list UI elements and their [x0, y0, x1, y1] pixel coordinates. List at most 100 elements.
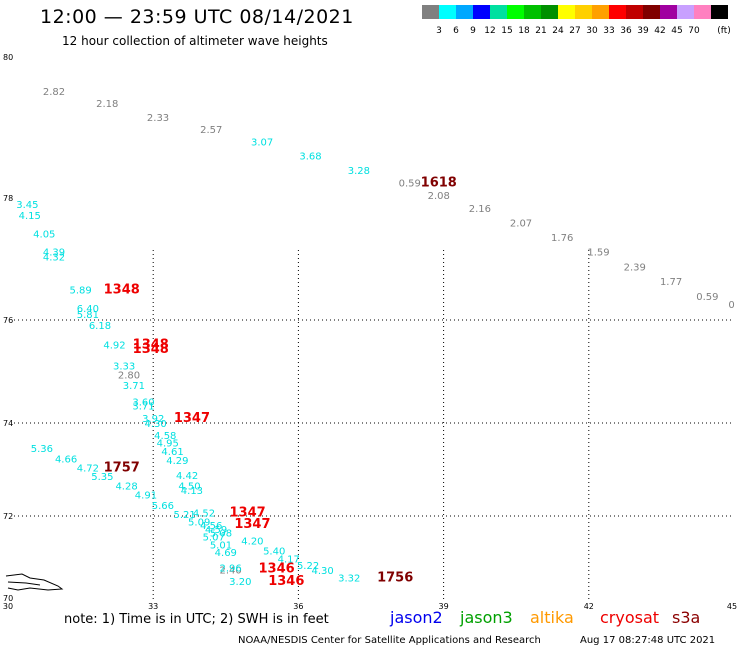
- wave-height-label: 1.59: [587, 248, 609, 259]
- legend-swatch: [439, 5, 456, 19]
- wave-height-label: 4.91: [135, 491, 157, 502]
- legend-swatch: [592, 5, 609, 19]
- lat-lon-grid: [14, 250, 734, 600]
- longitude-label: 30: [3, 602, 13, 611]
- footer-note: note: 1) Time is in UTC; 2) SWH is in fe…: [64, 612, 329, 627]
- legend-label: 33: [603, 26, 615, 36]
- wave-height-label: 3.60: [132, 397, 154, 408]
- wave-height-label: 4.58: [154, 431, 176, 442]
- legend-swatch: [541, 5, 558, 19]
- wave-height-label: 3.32: [338, 574, 360, 585]
- wave-height-label: 3.45: [16, 200, 38, 211]
- wave-height-label: 3.20: [229, 577, 251, 588]
- legend-swatch: [456, 5, 473, 19]
- wave-height-label: 5.08: [210, 528, 232, 539]
- legend-label: 39: [637, 26, 649, 36]
- wave-height-label: 5.07: [203, 533, 225, 544]
- wave-height-label: 0.59: [696, 292, 718, 303]
- wave-height-label: 1.77: [660, 277, 682, 288]
- mission-jason2: jason2: [390, 608, 443, 627]
- mission-jason3: jason3: [460, 608, 513, 627]
- wave-height-label: 5.01: [210, 541, 232, 552]
- legend-label: 30: [586, 26, 598, 36]
- legend-swatch: [609, 5, 626, 19]
- legend-swatch: [711, 5, 728, 19]
- pass-time-label: 1346: [268, 574, 304, 589]
- wave-height-label: 4.95: [157, 439, 179, 450]
- pass-time-label: 1757: [104, 461, 140, 476]
- wave-height-label: 4.13: [181, 486, 203, 497]
- pass-time-label: 1618: [421, 175, 457, 190]
- wave-height-label: 3.71: [132, 401, 154, 412]
- legend-swatch: [643, 5, 660, 19]
- legend-swatch: [660, 5, 677, 19]
- wave-height-label: 6.40: [77, 304, 99, 315]
- legend-label: 45: [671, 26, 683, 36]
- longitude-label: 42: [584, 602, 594, 611]
- wave-height-label: 4.39: [43, 248, 65, 259]
- wave-height-label: 2.57: [200, 125, 222, 136]
- wave-height-label: 5.40: [263, 546, 285, 557]
- legend-swatch: [558, 5, 575, 19]
- legend-swatch: [524, 5, 541, 19]
- latitude-label: 80: [3, 53, 13, 62]
- wave-height-label: 3.28: [348, 166, 370, 177]
- wave-height-label: 4.30: [311, 566, 333, 577]
- latitude-label: 78: [3, 194, 13, 203]
- wave-height-label: 6.18: [89, 321, 111, 332]
- wave-height-label: 2.80: [118, 371, 140, 382]
- wave-height-label: 5.89: [69, 286, 91, 297]
- pass-time-label: 1348: [104, 283, 140, 298]
- observations-layer: 2.822.182.332.573.073.683.280.59 16182.08…: [16, 87, 735, 589]
- wave-height-label: 3.68: [299, 152, 321, 163]
- wave-height-label: 4.52: [193, 508, 215, 519]
- wave-height-label: 5.09: [188, 518, 210, 529]
- axis-labels: 30 33 36 39 42 45 70 72 74 76 78 80: [3, 53, 737, 611]
- wave-height-label: 4.20: [241, 537, 263, 548]
- wave-height-label: 2.08: [428, 191, 450, 202]
- pass-time-label: 1347: [174, 411, 210, 426]
- wave-height-label: 5.22: [297, 561, 319, 572]
- legend-swatch: [626, 5, 643, 19]
- wave-height-label: 4.28: [115, 481, 137, 492]
- legend-label: 27: [569, 26, 581, 36]
- wave-height-label: 4.32: [43, 253, 65, 264]
- legend-swatch: [694, 5, 711, 19]
- wave-height-label: 4.61: [161, 447, 183, 458]
- legend-swatch: [507, 5, 524, 19]
- wave-height-label: 5.35: [91, 472, 113, 483]
- wave-height-label: 4.30: [144, 419, 166, 430]
- wave-height-label: 3.92: [142, 414, 164, 425]
- legend-swatch: [677, 5, 694, 19]
- map-subtitle: 12 hour collection of altimeter wave hei…: [62, 34, 328, 48]
- legend-label: 12: [484, 26, 496, 36]
- latitude-label: 72: [3, 512, 13, 521]
- wave-height-label: 4.59: [205, 525, 227, 536]
- legend-label: 24: [552, 26, 564, 36]
- latitude-label: 70: [3, 594, 13, 603]
- legend-label: 36: [620, 26, 632, 36]
- wave-height-label: 4.05: [33, 229, 55, 240]
- wave-height-label: 4.92: [103, 341, 125, 352]
- wave-height-label: 5.66: [152, 501, 174, 512]
- wave-height-label: 2.07: [510, 218, 532, 229]
- credit-line: NOAA/NESDIS Center for Satellite Applica…: [238, 635, 541, 646]
- legend-label: 18: [518, 26, 530, 36]
- legend-swatch: [490, 5, 507, 19]
- legend-swatch: [473, 5, 490, 19]
- legend-unit: (ft): [717, 26, 731, 36]
- wave-height-label: 4.42: [176, 471, 198, 482]
- legend-label: 15: [501, 26, 513, 36]
- wave-height-label: 4.69: [215, 548, 237, 559]
- wave-height-label: 5.21: [174, 510, 196, 521]
- wave-height-label: 4.15: [19, 211, 41, 222]
- wave-height-label: 2.39: [624, 262, 646, 273]
- wave-height-label: 2.18: [96, 99, 118, 110]
- legend-swatch: [422, 5, 439, 19]
- wave-height-label: 1.76: [551, 233, 573, 244]
- pass-time-label: 1756: [377, 571, 413, 586]
- coastline-shape: [5, 573, 64, 591]
- latitude-label: 74: [3, 419, 13, 428]
- wave-height-label: 2.16: [469, 204, 491, 215]
